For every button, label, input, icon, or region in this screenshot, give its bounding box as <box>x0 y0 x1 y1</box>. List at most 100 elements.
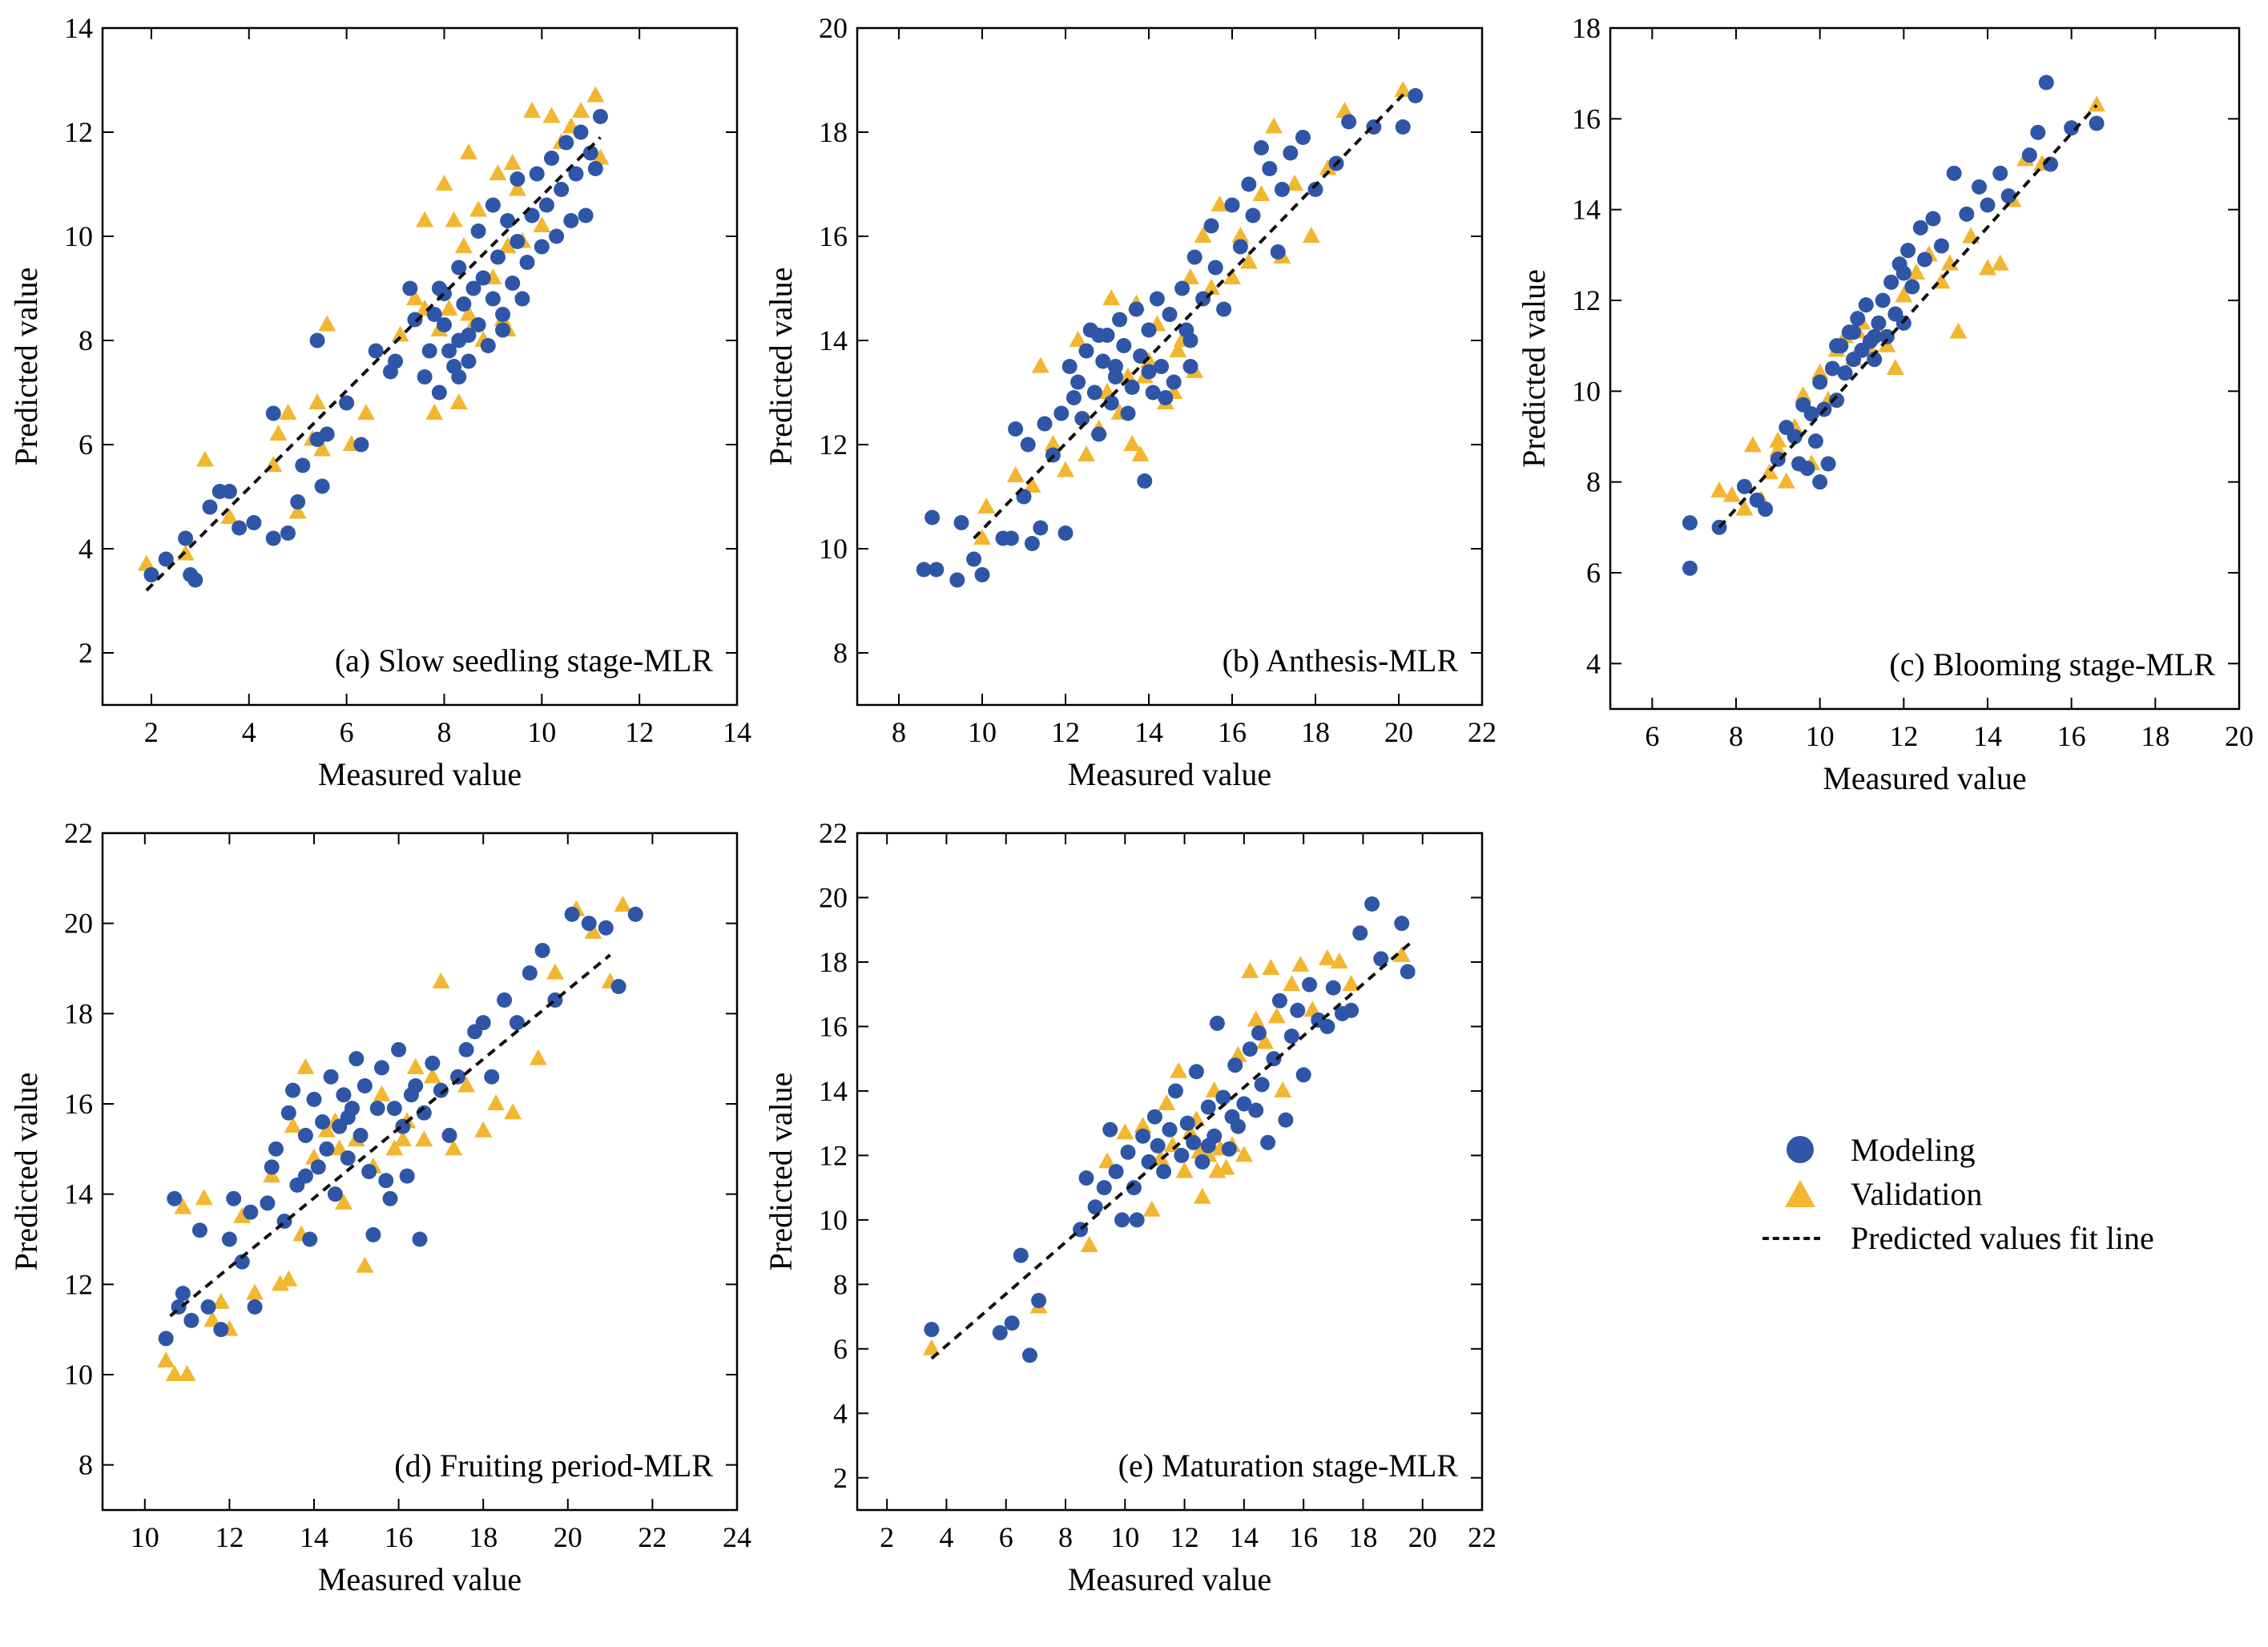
y-tick-label: 14 <box>64 12 93 44</box>
validation-point <box>165 1365 183 1381</box>
x-tick-label: 14 <box>1134 716 1163 748</box>
modeling-point <box>1837 365 1853 381</box>
legend-label-validation: Validation <box>1851 1175 1983 1212</box>
modeling-point <box>297 1127 313 1143</box>
validation-point <box>330 1139 348 1156</box>
modeling-point <box>353 437 369 453</box>
validation-point <box>284 1117 302 1134</box>
modeling-point <box>924 1322 940 1338</box>
validation-point <box>572 102 590 118</box>
x-tick-label: 22 <box>638 1521 667 1553</box>
modeling-point <box>1166 374 1182 390</box>
validation-point <box>1318 948 1336 965</box>
modeling-point <box>391 1041 407 1057</box>
modeling-point <box>1290 1002 1306 1018</box>
modeling-point <box>2000 188 2016 204</box>
x-tick-label: 16 <box>1289 1521 1318 1553</box>
validation-point <box>1335 102 1354 118</box>
modeling-point <box>1343 1002 1360 1018</box>
modeling-point <box>475 1015 491 1031</box>
x-tick-label: 20 <box>1384 716 1413 748</box>
x-tick-label: 2 <box>880 1521 894 1553</box>
validation-point <box>1223 268 1241 284</box>
modeling-point <box>1162 1121 1178 1138</box>
validation-point <box>1170 1061 1188 1078</box>
modeling-point <box>1209 1015 1225 1031</box>
validation-point <box>1231 227 1250 243</box>
validation-point <box>1979 259 1996 276</box>
modeling-point <box>966 551 982 567</box>
modeling-point <box>1129 1212 1145 1228</box>
validation-point <box>1211 195 1229 211</box>
modeling-point <box>1829 338 1845 354</box>
modeling-point <box>319 1141 335 1157</box>
modeling-point <box>388 353 404 369</box>
modeling-point <box>1904 279 1920 295</box>
modeling-point <box>1141 364 1157 380</box>
modeling-point <box>470 317 486 332</box>
modeling-point <box>1900 243 1916 259</box>
modeling-point <box>1182 359 1198 374</box>
modeling-point <box>202 499 218 515</box>
modeling-point <box>1408 88 1424 103</box>
modeling-point <box>1274 182 1290 197</box>
validation-point <box>1991 254 2009 271</box>
modeling-point <box>431 280 447 296</box>
y-tick-label: 4 <box>79 533 93 565</box>
y-tick-label: 20 <box>64 908 93 940</box>
modeling-point <box>1917 252 1932 268</box>
modeling-point <box>265 530 281 546</box>
modeling-point <box>451 369 467 385</box>
modeling-point <box>191 1222 207 1238</box>
y-tick-label: 12 <box>1572 284 1601 316</box>
modeling-point <box>1400 964 1416 980</box>
modeling-point <box>1096 1180 1112 1196</box>
validation-point <box>459 304 477 321</box>
modeling-point <box>1053 405 1070 421</box>
modeling-point <box>1207 260 1223 276</box>
modeling-point <box>295 457 311 473</box>
modeling-point <box>340 1150 356 1166</box>
validation-point <box>178 1365 196 1381</box>
modeling-point <box>315 1114 331 1130</box>
modeling-point <box>352 1127 369 1143</box>
x-axis-label: Measured value <box>1068 1561 1271 1597</box>
validation-point <box>195 1189 213 1206</box>
modeling-point <box>563 213 579 228</box>
modeling-point <box>268 1141 284 1157</box>
x-axis-label: Measured value <box>1068 756 1271 792</box>
modeling-point <box>1086 385 1102 401</box>
x-tick-label: 20 <box>1408 1521 1437 1553</box>
modeling-point <box>587 161 603 176</box>
validation-point <box>498 237 517 253</box>
modeling-point <box>426 307 442 322</box>
validation-point <box>546 963 564 980</box>
validation-point <box>1392 945 1411 962</box>
modeling-point <box>302 1231 318 1247</box>
modeling-point <box>1124 380 1140 395</box>
modeling-point <box>1758 501 1774 517</box>
modeling-point <box>306 1091 322 1107</box>
legend-label-fit-line: Predicted values fit line <box>1851 1219 2154 1256</box>
validation-point <box>157 1351 175 1368</box>
modeling-point <box>582 145 598 161</box>
chart-panel-b: 8 10 12 14 16 18 20 22 8 10 12 14 16 18 20 Measured val… <box>763 12 1497 792</box>
modeling-point <box>549 228 565 244</box>
modeling-point <box>319 426 335 442</box>
modeling-point <box>450 1069 466 1085</box>
modeling-point <box>2030 124 2046 140</box>
modeling-point <box>1283 145 1299 161</box>
modeling-point <box>1091 426 1107 442</box>
modeling-point <box>519 255 535 270</box>
y-tick-label: 18 <box>1572 12 1601 44</box>
validation-point <box>279 404 297 420</box>
validation-point <box>1907 264 1926 280</box>
y-tick-label: 20 <box>819 12 848 44</box>
validation-point <box>271 1275 289 1291</box>
x-tick-label: 12 <box>1889 720 1918 752</box>
modeling-point <box>1200 1138 1216 1154</box>
modeling-point <box>2089 115 2105 131</box>
modeling-point <box>1325 980 1341 996</box>
modeling-point <box>1033 520 1049 536</box>
